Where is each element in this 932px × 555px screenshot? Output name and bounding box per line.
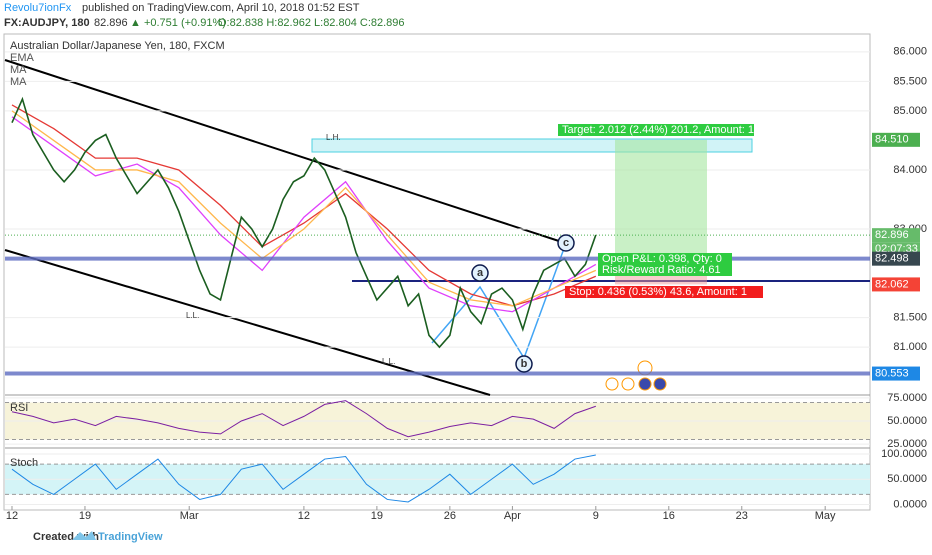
x-tick-label: Mar <box>180 510 199 522</box>
annotation: Open P&L: 0.398, Qty: 0 <box>602 253 722 265</box>
symbol: FX:AUDJPY, 180 <box>4 17 90 29</box>
legend-label: MA <box>10 64 27 76</box>
event <box>621 377 635 391</box>
annotation-box <box>598 253 732 265</box>
event <box>653 377 667 391</box>
y-tick-label: 84.000 <box>893 164 927 176</box>
pattern-label: L.H. <box>326 133 341 142</box>
price-badge <box>872 277 920 292</box>
price-line <box>11 116 597 313</box>
x-tick-label: 12 <box>298 510 310 522</box>
x-tick-label: 16 <box>663 510 675 522</box>
annotation-box <box>565 286 763 298</box>
pattern-label: L.L. <box>186 311 199 320</box>
change: ▲ +0.751 (+0.91%) <box>130 17 226 29</box>
panel-title: RSI <box>10 402 28 414</box>
panel-title: Australian Dollar/Japanese Yen, 180, FXC… <box>10 40 225 52</box>
y-tick-label: 50.0000 <box>887 415 927 427</box>
price-line <box>11 96 597 349</box>
point-label: c <box>563 237 569 249</box>
y-tick-label: 100.0000 <box>881 448 927 460</box>
pattern <box>431 242 567 360</box>
footer-brand[interactable]: TradingView <box>98 531 163 543</box>
events <box>605 360 667 391</box>
price-badge <box>872 228 920 243</box>
annotation: Target: 2.012 (2.44%) 201.2, Amount: 1 <box>562 124 754 136</box>
trend-line <box>4 249 491 396</box>
price-line <box>11 400 596 438</box>
price-line <box>11 110 597 307</box>
annotation: Risk/Reward Ratio: 4.61 <box>602 264 721 276</box>
price-line <box>11 454 596 503</box>
frame <box>3 33 871 511</box>
ohlc: O:82.838 H:82.962 L:82.804 C:82.896 <box>218 17 405 29</box>
point-marker <box>557 234 575 252</box>
pattern-label: L.L. <box>382 357 395 366</box>
price-badge-label: 82.498 <box>875 253 909 265</box>
annotation-box <box>558 124 754 136</box>
y-tick-label: 0.0000 <box>893 498 927 510</box>
author[interactable]: Revolu7ionFx <box>4 2 72 14</box>
y-tick-label: 81.000 <box>893 341 927 353</box>
last: 82.896 <box>94 17 128 29</box>
y-tick-label: 85.000 <box>893 105 927 117</box>
panel-title: Stoch <box>10 457 38 469</box>
target-zone <box>615 139 707 259</box>
price-badge <box>872 366 920 381</box>
trend-line <box>4 59 566 244</box>
price-badge <box>872 132 920 147</box>
annotation-box <box>598 264 732 276</box>
y-tick-label: 50.0000 <box>887 473 927 485</box>
x-tick-label: Apr <box>504 510 521 522</box>
point-label: a <box>477 267 484 279</box>
x-tick-label: 12 <box>6 510 18 522</box>
price-badge-label: 80.553 <box>875 367 909 379</box>
point-marker <box>471 264 489 282</box>
price-badge-label: 82.062 <box>875 278 909 290</box>
point-label: b <box>521 358 528 370</box>
x-tick-label: May <box>815 510 836 522</box>
annotation: Stop: 0.436 (0.53%) 43.6, Amount: 1 <box>569 286 747 298</box>
published: published on TradingView.com, April 10, … <box>82 2 360 14</box>
price-badge-label: 84.510 <box>875 134 909 146</box>
legend-label: MA <box>10 76 27 88</box>
x-tick-label: 23 <box>736 510 748 522</box>
price-badge-label: 82.896 <box>875 229 909 241</box>
y-tick-label: 75.0000 <box>887 392 927 404</box>
x-tick-label: 19 <box>79 510 91 522</box>
x-tick-label: 26 <box>444 510 456 522</box>
x-tick-label: 19 <box>371 510 383 522</box>
y-tick-label: 81.500 <box>893 312 927 324</box>
event <box>605 377 619 391</box>
y-tick-label: 85.500 <box>893 75 927 87</box>
legend-label: EMA <box>10 52 35 64</box>
y-tick-label: 25.0000 <box>887 438 927 450</box>
y-tick-label: 86.000 <box>893 46 927 58</box>
price-badge <box>872 251 920 266</box>
logo <box>72 531 96 540</box>
price-line <box>11 104 597 307</box>
x-tick-label: 9 <box>593 510 599 522</box>
point-marker <box>515 355 533 373</box>
event <box>638 377 652 391</box>
